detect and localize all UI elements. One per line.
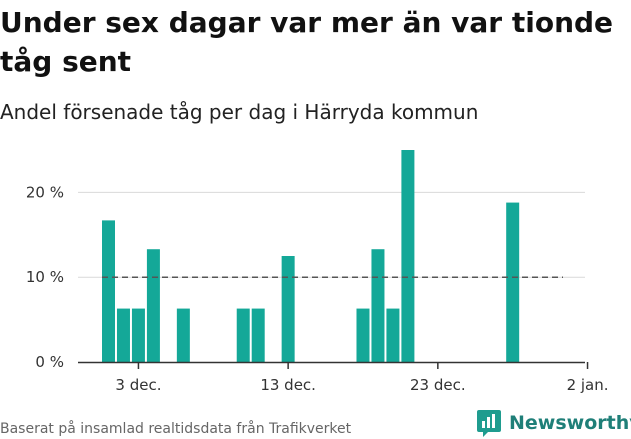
source-note: Baserat på insamlad realtidsdata från Tr… <box>0 421 352 437</box>
newsworthy-logo-icon <box>477 410 501 437</box>
x-tick-label: 3 dec. <box>115 376 161 394</box>
bar <box>102 220 115 362</box>
bar <box>116 308 130 362</box>
y-tick-label: 0 % <box>35 353 64 371</box>
bar <box>236 308 250 362</box>
brand-logo: Newsworthy <box>476 408 631 438</box>
x-tick-label: 13 dec. <box>260 376 316 394</box>
bar <box>281 256 295 362</box>
chart-title: Under sex dagar var mer än var tionde tå… <box>0 6 614 78</box>
x-tick-label: 2 jan. <box>567 376 609 394</box>
bar <box>176 308 190 362</box>
bar <box>506 202 520 362</box>
bar <box>386 308 400 362</box>
bar <box>146 249 160 362</box>
brand-name: Newsworthy <box>509 412 631 434</box>
x-tick-label: 23 dec. <box>410 376 466 394</box>
chart-subtitle: Andel försenade tåg per dag i Härryda ko… <box>0 100 479 124</box>
bar <box>251 308 265 362</box>
y-tick-label: 10 % <box>26 268 64 286</box>
bar-chart: 0 % 10 % 20 % 3 dec. 13 dec. 23 dec. 2 jan. <box>26 150 609 394</box>
bar <box>131 308 145 362</box>
bar <box>371 249 385 362</box>
bar <box>401 150 415 362</box>
y-tick-label: 20 % <box>26 183 64 201</box>
bar <box>356 308 370 362</box>
